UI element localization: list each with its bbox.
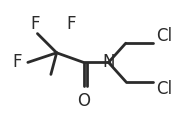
- Text: Cl: Cl: [156, 27, 172, 45]
- Text: N: N: [102, 53, 115, 71]
- Text: F: F: [12, 53, 22, 71]
- Text: Cl: Cl: [156, 80, 172, 98]
- Text: F: F: [31, 15, 40, 33]
- Text: F: F: [66, 15, 76, 33]
- Text: O: O: [77, 92, 90, 110]
